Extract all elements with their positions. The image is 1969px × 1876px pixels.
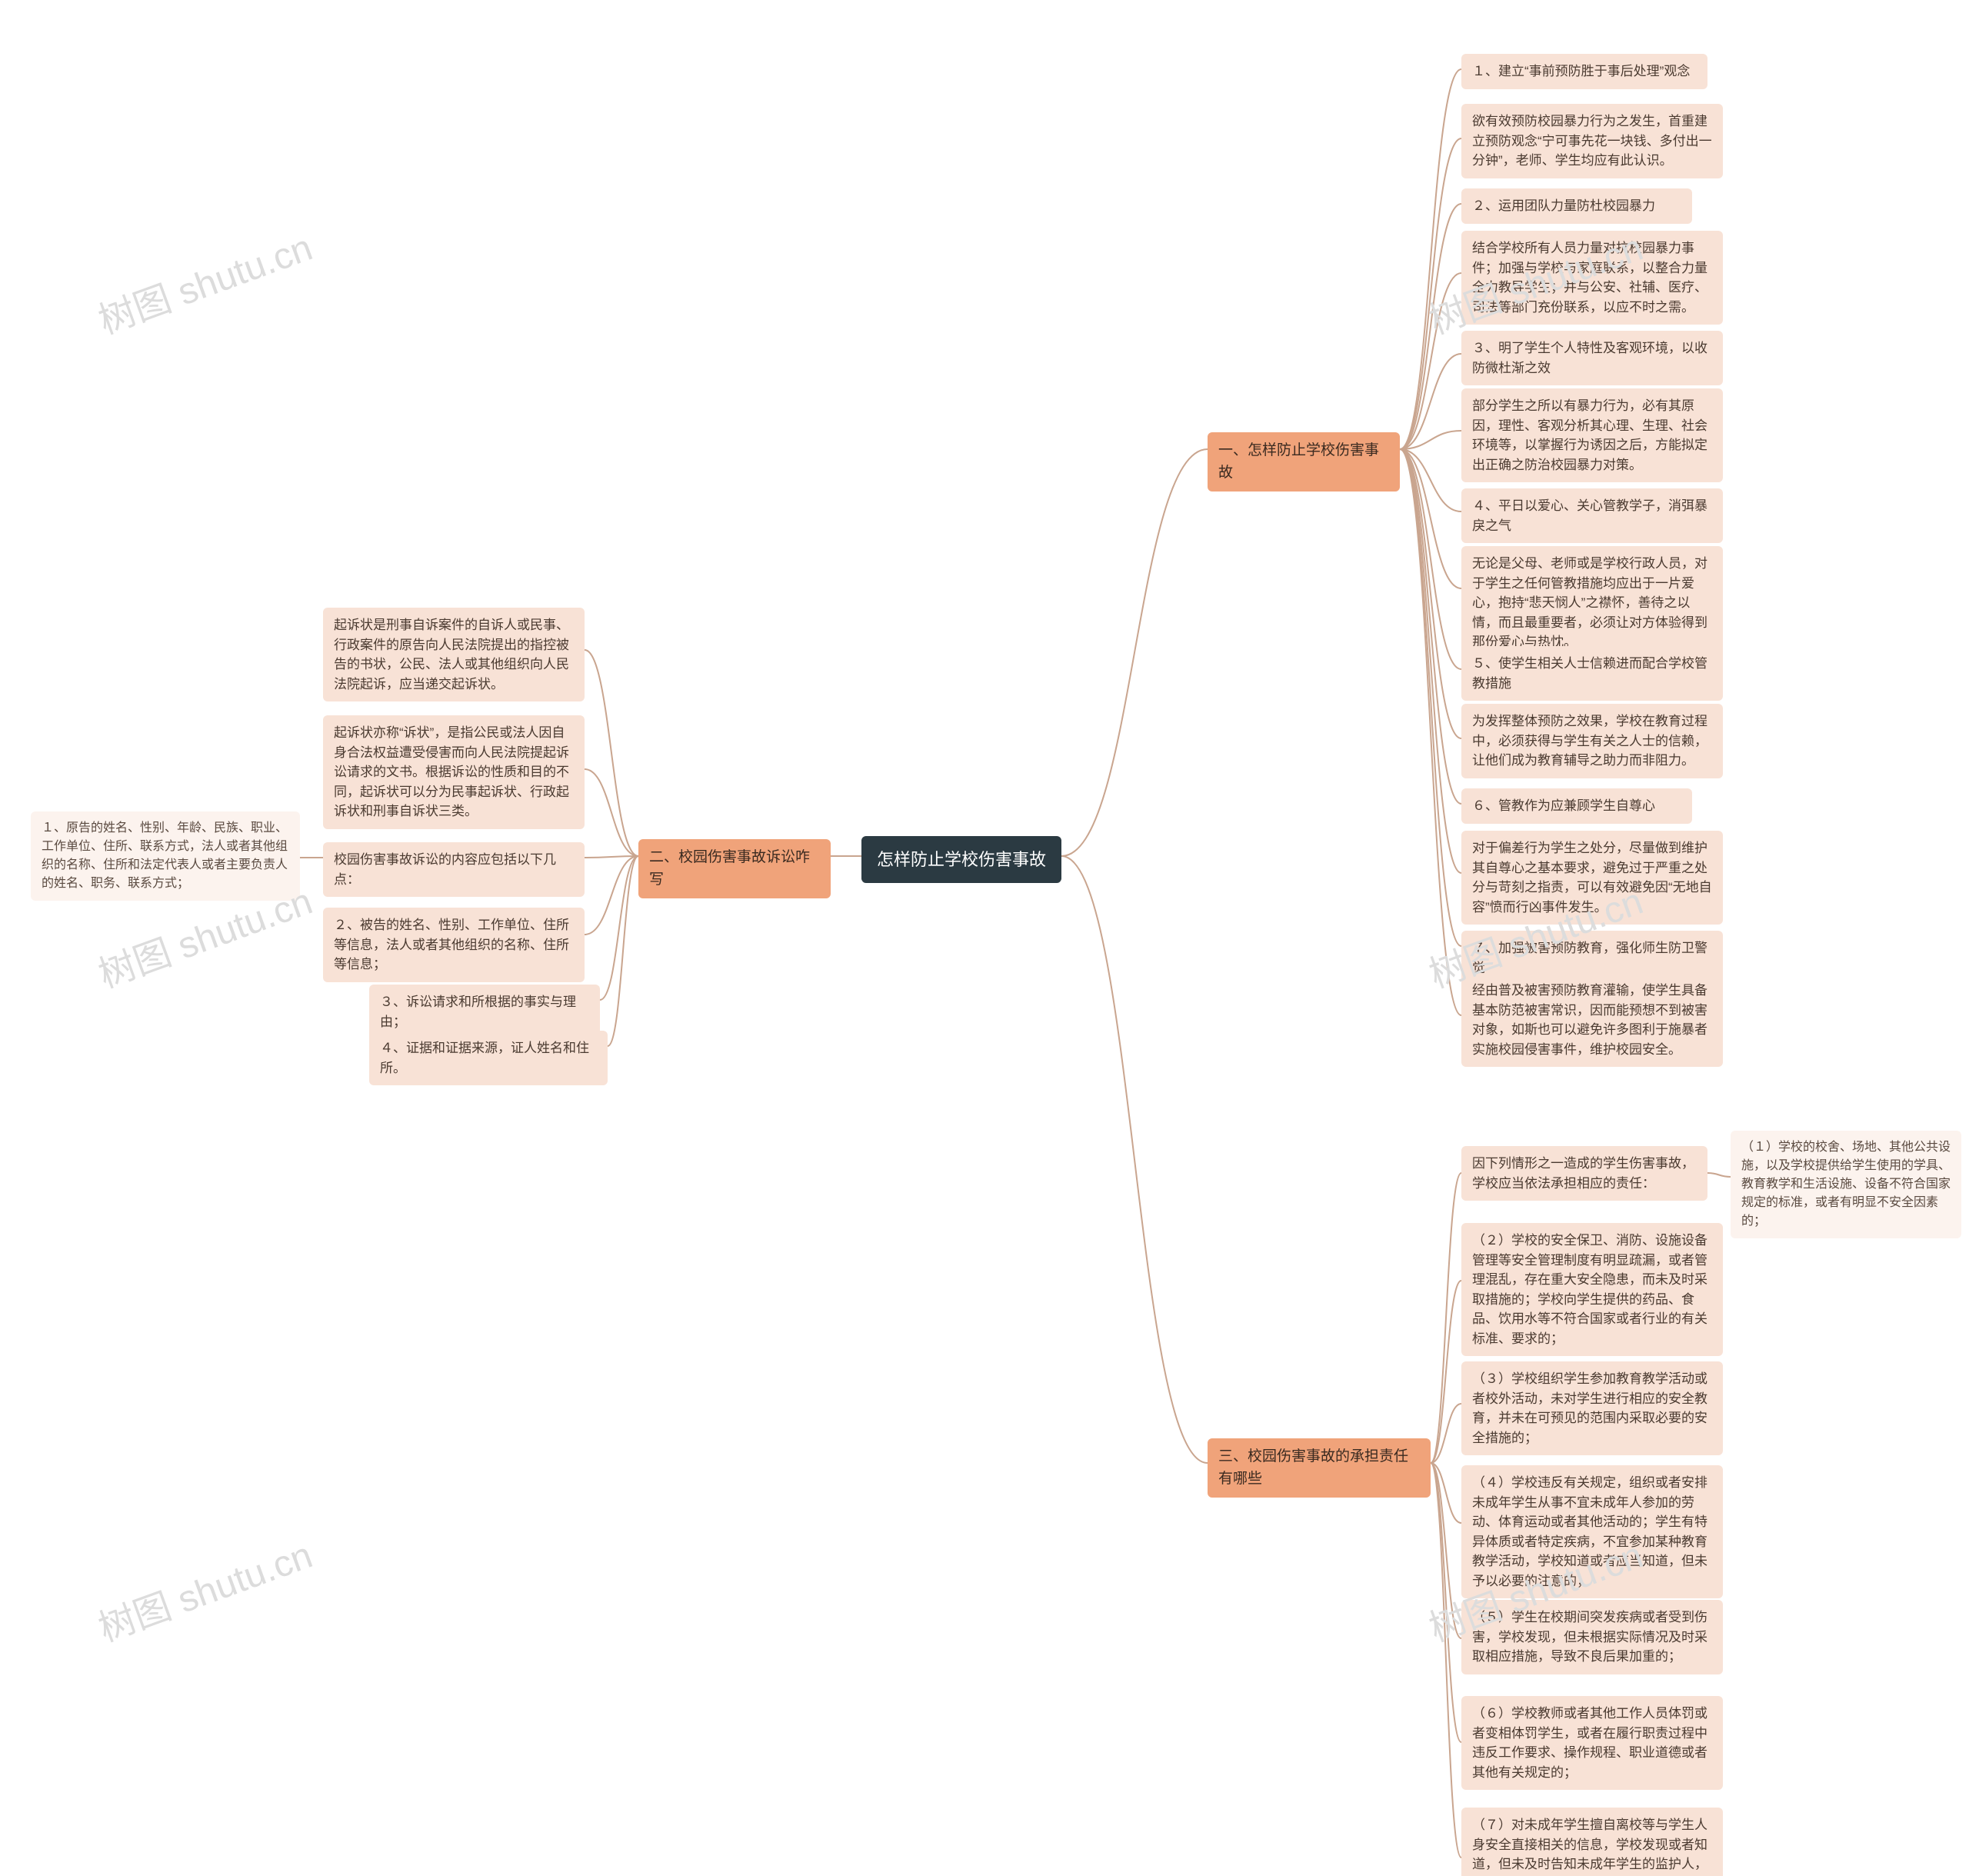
- node-s1n2: ２、运用团队力量防杜校园暴力: [1461, 188, 1692, 224]
- connector: [1400, 449, 1461, 511]
- watermark: 树图 shutu.cn: [90, 217, 318, 344]
- node-s2: 二、校园伤害事故诉讼咋写: [638, 839, 831, 898]
- connector: [1400, 449, 1461, 804]
- node-s3n0a: （１）学校的校舍、场地、其他公共设施，以及学校提供给学生使用的学具、教育教学和生…: [1731, 1131, 1961, 1238]
- connector: [600, 856, 638, 1000]
- node-s1n6: ６、管教作为应兼顾学生自尊心: [1461, 788, 1692, 824]
- root-node: 怎样防止学校伤害事故: [861, 836, 1061, 883]
- connector: [1400, 449, 1461, 1015]
- node-s2n3a: １、原告的姓名、性别、年龄、民族、职业、工作单位、住所、联系方式，法人或者其他组…: [31, 811, 300, 901]
- node-s3n0: 因下列情形之一造成的学生伤害事故，学校应当依法承担相应的责任：: [1461, 1146, 1707, 1201]
- node-s1n2d: 结合学校所有人员力量对抗校园暴力事件；加强与学校与家庭联系，以整合力量全力教导学…: [1461, 231, 1723, 325]
- node-s1n1: １、建立“事前预防胜于事后处理”观念: [1461, 54, 1707, 89]
- connector: [1400, 449, 1461, 588]
- node-s3n5: （５）学生在校期间突发疾病或者受到伤害，学校发现，但未根据实际情况及时采取相应措…: [1461, 1600, 1723, 1674]
- connector: [1061, 856, 1208, 1463]
- root-label: 怎样防止学校伤害事故: [877, 850, 1046, 869]
- node-s2n1: 起诉状是刑事自诉案件的自诉人或民事、行政案件的原告向人民法院提出的指控被告的书状…: [323, 608, 585, 701]
- connector: [1431, 1281, 1461, 1463]
- node-s3n4: （４）学校违反有关规定，组织或者安排未成年学生从事不宜未成年人参加的劳动、体育运…: [1461, 1465, 1723, 1598]
- connector: [1400, 354, 1461, 449]
- connector: [1707, 1173, 1731, 1177]
- connector: [1400, 273, 1461, 449]
- node-s2n6: ４、证据和证据来源，证人姓名和住所。: [369, 1031, 608, 1085]
- connector: [585, 856, 638, 935]
- node-s1n5d: 为发挥整体预防之效果，学校在教育过程中，必须获得与学生有关之人士的信赖，让他们成…: [1461, 704, 1723, 778]
- connector: [1400, 69, 1461, 449]
- node-s1n3: ３、明了学生个人特性及客观环境，以收防微杜渐之效: [1461, 331, 1723, 385]
- node-s1n7d: 经由普及被害预防教育灌输，使学生具备基本防范被害常识，因而能预想不到被害对象，如…: [1461, 973, 1723, 1067]
- node-s2n4: ２、被告的姓名、性别、工作单位、住所等信息，法人或者其他组织的名称、住所等信息；: [323, 908, 585, 982]
- connector: [1400, 449, 1461, 669]
- connector: [1431, 1463, 1461, 1858]
- node-s3: 三、校园伤害事故的承担责任有哪些: [1208, 1438, 1431, 1498]
- connector: [1400, 138, 1461, 449]
- connector: [1431, 1463, 1461, 1638]
- connector: [1431, 1463, 1461, 1742]
- node-s3n3: （３）学校组织学生参加教育教学活动或者校外活动，未对学生进行相应的安全教育，并未…: [1461, 1361, 1723, 1455]
- connector: [585, 650, 638, 856]
- connector: [585, 856, 638, 858]
- connector: [1400, 449, 1461, 946]
- connector: [1400, 431, 1461, 449]
- node-s1n4: ４、平日以爱心、关心管教学子，消弭暴戾之气: [1461, 488, 1723, 543]
- watermark: 树图 shutu.cn: [90, 1524, 318, 1651]
- node-s2n3: 校园伤害事故诉讼的内容应包括以下几点：: [323, 842, 585, 897]
- connector: [1400, 204, 1461, 449]
- connector: [608, 856, 638, 1046]
- connector: [1431, 1173, 1461, 1463]
- connector: [1061, 449, 1208, 856]
- connector: [585, 769, 638, 856]
- node-s3n2: （２）学校的安全保卫、消防、设施设备管理等安全管理制度有明显疏漏，或者管理混乱，…: [1461, 1223, 1723, 1356]
- node-s3n6: （６）学校教师或者其他工作人员体罚或者变相体罚学生，或者在履行职责过程中违反工作…: [1461, 1696, 1723, 1790]
- node-s1: 一、怎样防止学校伤害事故: [1208, 432, 1400, 491]
- node-s1n1d: 欲有效预防校园暴力行为之发生，首重建立预防观念“宁可事先花一块钱、多付出一分钟”…: [1461, 104, 1723, 178]
- node-s1n5: ５、使学生相关人士信赖进而配合学校管教措施: [1461, 646, 1723, 701]
- connector: [1431, 1404, 1461, 1463]
- connector: [1400, 449, 1461, 738]
- node-s3n7: （７）对未成年学生擅自离校等与学生人身安全直接相关的信息，学校发现或者知道，但未…: [1461, 1808, 1723, 1876]
- node-s1n6d: 对于偏差行为学生之处分，尽量做到维护其自尊心之基本要求，避免过于严重之处分与苛刻…: [1461, 831, 1723, 925]
- node-s1n4d: 无论是父母、老师或是学校行政人员，对于学生之任何管教措施均应出于一片爱心，抱持“…: [1461, 546, 1723, 660]
- connector: [1400, 449, 1461, 873]
- node-s2n2: 起诉状亦称“诉状”，是指公民或法人因自身合法权益遭受侵害而向人民法院提起诉讼请求…: [323, 715, 585, 829]
- connector: [1431, 1463, 1461, 1523]
- node-s1n3d: 部分学生之所以有暴力行为，必有其原因，理性、客观分析其心理、生理、社会环境等，以…: [1461, 388, 1723, 482]
